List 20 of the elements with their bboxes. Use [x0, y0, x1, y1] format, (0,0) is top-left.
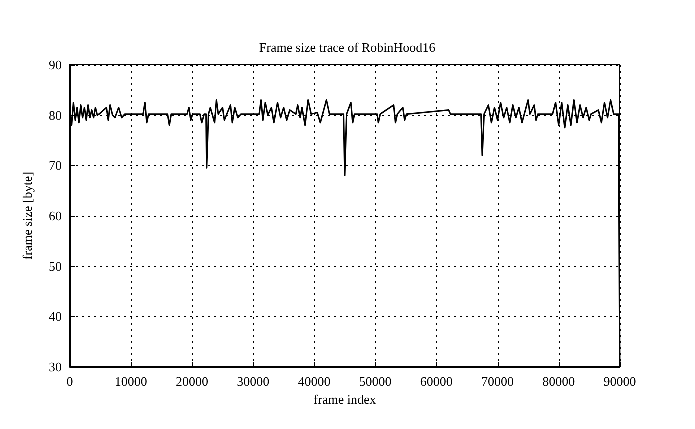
y-tick-label: 60: [49, 208, 62, 224]
y-tick-label: 50: [49, 258, 62, 274]
x-tick-label: 70000: [482, 374, 514, 389]
x-axis-title: frame index: [314, 392, 377, 407]
x-tick-label: 40000: [298, 374, 331, 389]
x-tick-label: 90000: [604, 374, 636, 389]
x-tick-label: 30000: [237, 374, 270, 389]
x-tick-label: 60000: [420, 374, 453, 389]
x-tick-label: 0: [66, 374, 74, 389]
chart-title: Frame size trace of RobinHood16: [259, 40, 436, 55]
y-tick-label: 70: [49, 158, 62, 174]
y-tick-label: 30: [49, 360, 62, 374]
x-tick-label: 20000: [176, 374, 208, 389]
y-tick-label: 40: [49, 309, 62, 324]
x-tick-label: 10000: [114, 374, 148, 389]
y-axis-title: frame size [byte]: [20, 172, 35, 260]
x-tick-label: 50000: [359, 374, 392, 389]
y-tick-label: 90: [49, 58, 62, 72]
x-tick-label: 80000: [542, 374, 576, 389]
y-tick-label: 80: [49, 108, 62, 123]
